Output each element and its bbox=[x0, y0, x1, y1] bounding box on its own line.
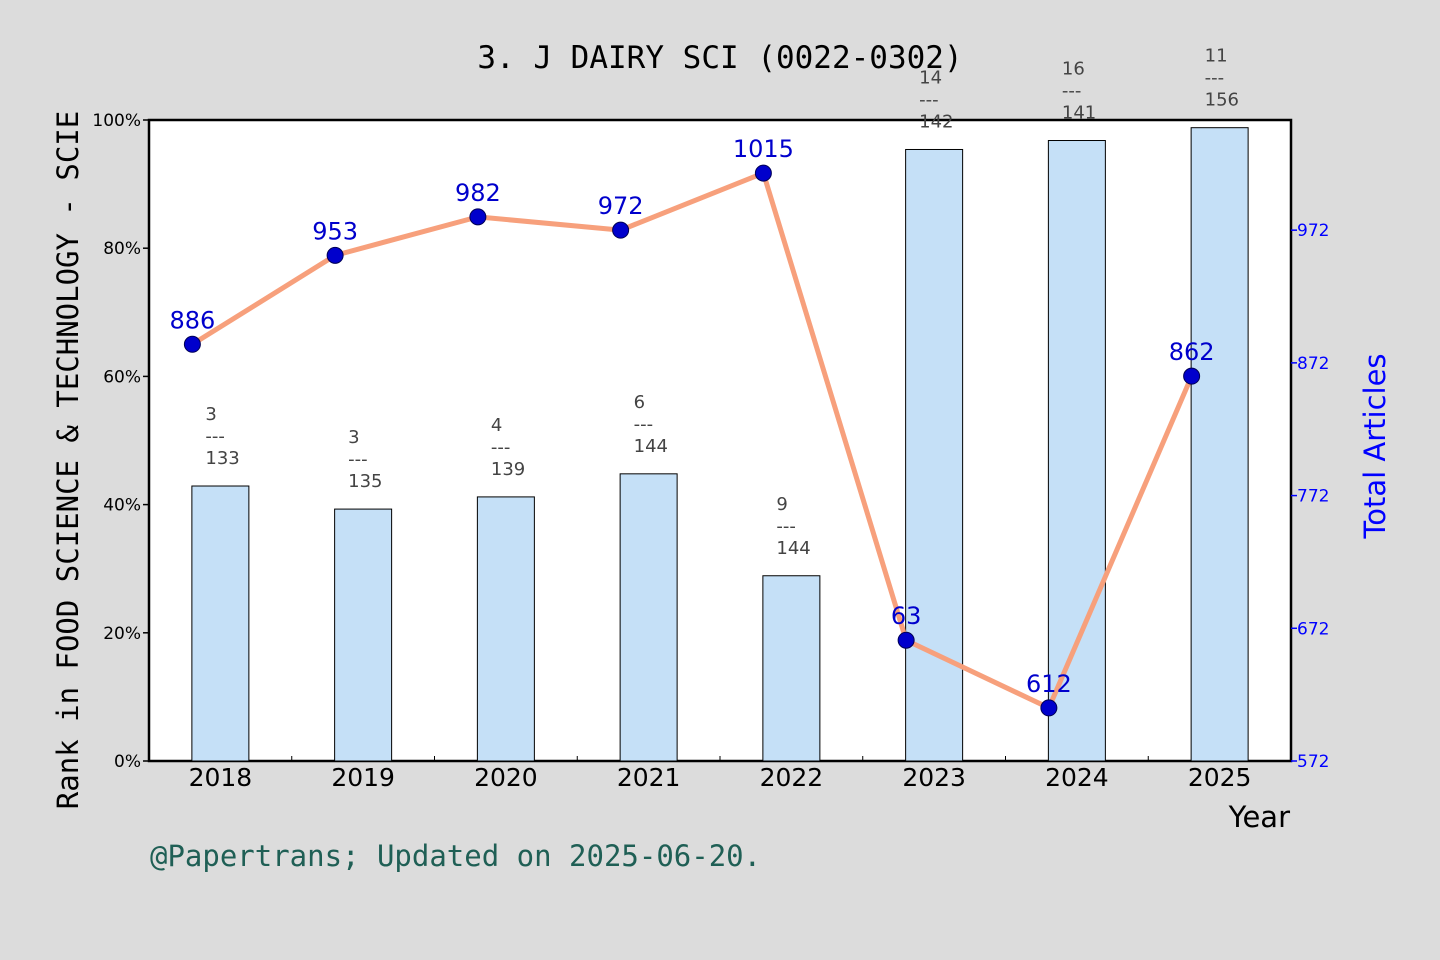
articles-value-label: 886 bbox=[169, 306, 215, 334]
articles-point bbox=[1040, 699, 1058, 717]
x-tick-label: 2025 bbox=[1188, 763, 1252, 792]
chart-title: 3. J DAIRY SCI (0022-0302) bbox=[477, 40, 962, 76]
x-tick-label: 2020 bbox=[474, 763, 538, 792]
y-axis-right: 572 672 772 872 972 bbox=[1291, 221, 1329, 772]
rank-label-total: 139 bbox=[491, 459, 525, 480]
bar bbox=[334, 508, 393, 762]
y-right-tick-label: 572 bbox=[1297, 752, 1329, 772]
bar bbox=[619, 473, 678, 762]
articles-point bbox=[326, 246, 344, 264]
x-axis-label: Year bbox=[1228, 800, 1290, 834]
bar bbox=[191, 485, 250, 762]
x-tick-label: 2024 bbox=[1045, 763, 1109, 792]
rank-label-total: 142 bbox=[919, 111, 953, 132]
articles-point bbox=[612, 221, 630, 239]
y-right-tick-label: 972 bbox=[1297, 221, 1329, 241]
articles-value-label: 982 bbox=[455, 179, 501, 207]
y-right-tick-label: 672 bbox=[1297, 619, 1329, 639]
rank-label-rank: 14 bbox=[919, 67, 942, 88]
bar-series bbox=[191, 127, 1249, 762]
rank-label-rank: 9 bbox=[776, 494, 787, 515]
y-left-tick-label: 40% bbox=[103, 496, 141, 516]
rank-label-dash: --- bbox=[1205, 68, 1225, 89]
bar bbox=[1190, 127, 1249, 762]
articles-value-label: 63 bbox=[891, 602, 922, 630]
y-left-tick-label: 100% bbox=[92, 111, 141, 131]
bar bbox=[1047, 140, 1106, 762]
rank-label-dash: --- bbox=[1062, 81, 1082, 102]
bar bbox=[905, 148, 964, 762]
x-tick-label: 2022 bbox=[760, 763, 824, 792]
rank-label-dash: --- bbox=[348, 449, 368, 470]
y-axis-left: 0% 20% 40% 60% 80% 100% bbox=[92, 111, 149, 772]
rank-label-rank: 11 bbox=[1205, 46, 1228, 67]
rank-label-total: 156 bbox=[1205, 90, 1239, 111]
rank-label-total: 133 bbox=[205, 448, 239, 469]
rank-label-total: 135 bbox=[348, 471, 382, 492]
rank-label-total: 144 bbox=[776, 538, 810, 559]
articles-value-label: 612 bbox=[1026, 670, 1072, 698]
y-axis-left-label: Rank in FOOD SCIENCE & TECHNOLOGY - SCIE bbox=[51, 111, 85, 809]
rank-label-total: 141 bbox=[1062, 103, 1096, 124]
rank-label-rank: 6 bbox=[634, 392, 645, 413]
rank-label-rank: 3 bbox=[348, 427, 359, 448]
rank-label-total: 144 bbox=[634, 436, 668, 457]
articles-point bbox=[183, 335, 201, 353]
articles-point bbox=[1183, 367, 1201, 385]
x-tick-label: 2023 bbox=[902, 763, 966, 792]
rank-labels: 3---1333---1354---1396---1449---14414---… bbox=[205, 46, 1239, 559]
articles-point bbox=[469, 208, 487, 226]
articles-point bbox=[754, 164, 772, 182]
x-axis: 2018 2019 2020 2021 2022 2023 2024 2025 bbox=[189, 756, 1252, 792]
rank-label-dash: --- bbox=[634, 414, 654, 435]
x-tick-label: 2021 bbox=[617, 763, 681, 792]
x-tick-label: 2019 bbox=[331, 763, 395, 792]
rank-label-dash: --- bbox=[491, 437, 511, 458]
y-right-tick-label: 772 bbox=[1297, 487, 1329, 507]
articles-value-label: 862 bbox=[1169, 338, 1215, 366]
plot-area bbox=[147, 118, 1293, 763]
articles-value-label: 953 bbox=[312, 217, 358, 245]
bar bbox=[476, 496, 535, 762]
y-left-tick-label: 80% bbox=[103, 239, 141, 259]
articles-point bbox=[897, 631, 915, 649]
y-left-tick-label: 20% bbox=[103, 624, 141, 644]
articles-value-label: 1015 bbox=[733, 135, 794, 163]
y-axis-right-label: Total Articles bbox=[1358, 353, 1392, 539]
rank-label-dash: --- bbox=[919, 89, 939, 110]
rank-label-rank: 16 bbox=[1062, 59, 1085, 80]
rank-label-rank: 3 bbox=[205, 404, 216, 425]
y-left-tick-label: 0% bbox=[114, 752, 141, 772]
bar bbox=[762, 575, 821, 762]
articles-line bbox=[191, 170, 1194, 711]
rank-label-rank: 4 bbox=[491, 415, 502, 436]
articles-value-label: 972 bbox=[598, 192, 644, 220]
rank-label-dash: --- bbox=[776, 516, 796, 537]
rank-label-dash: --- bbox=[205, 426, 225, 447]
y-left-tick-label: 60% bbox=[103, 367, 141, 387]
y-right-tick-label: 872 bbox=[1297, 354, 1329, 374]
x-tick-label: 2018 bbox=[189, 763, 253, 792]
footer-credit: @Papertrans; Updated on 2025-06-20. bbox=[150, 839, 761, 873]
